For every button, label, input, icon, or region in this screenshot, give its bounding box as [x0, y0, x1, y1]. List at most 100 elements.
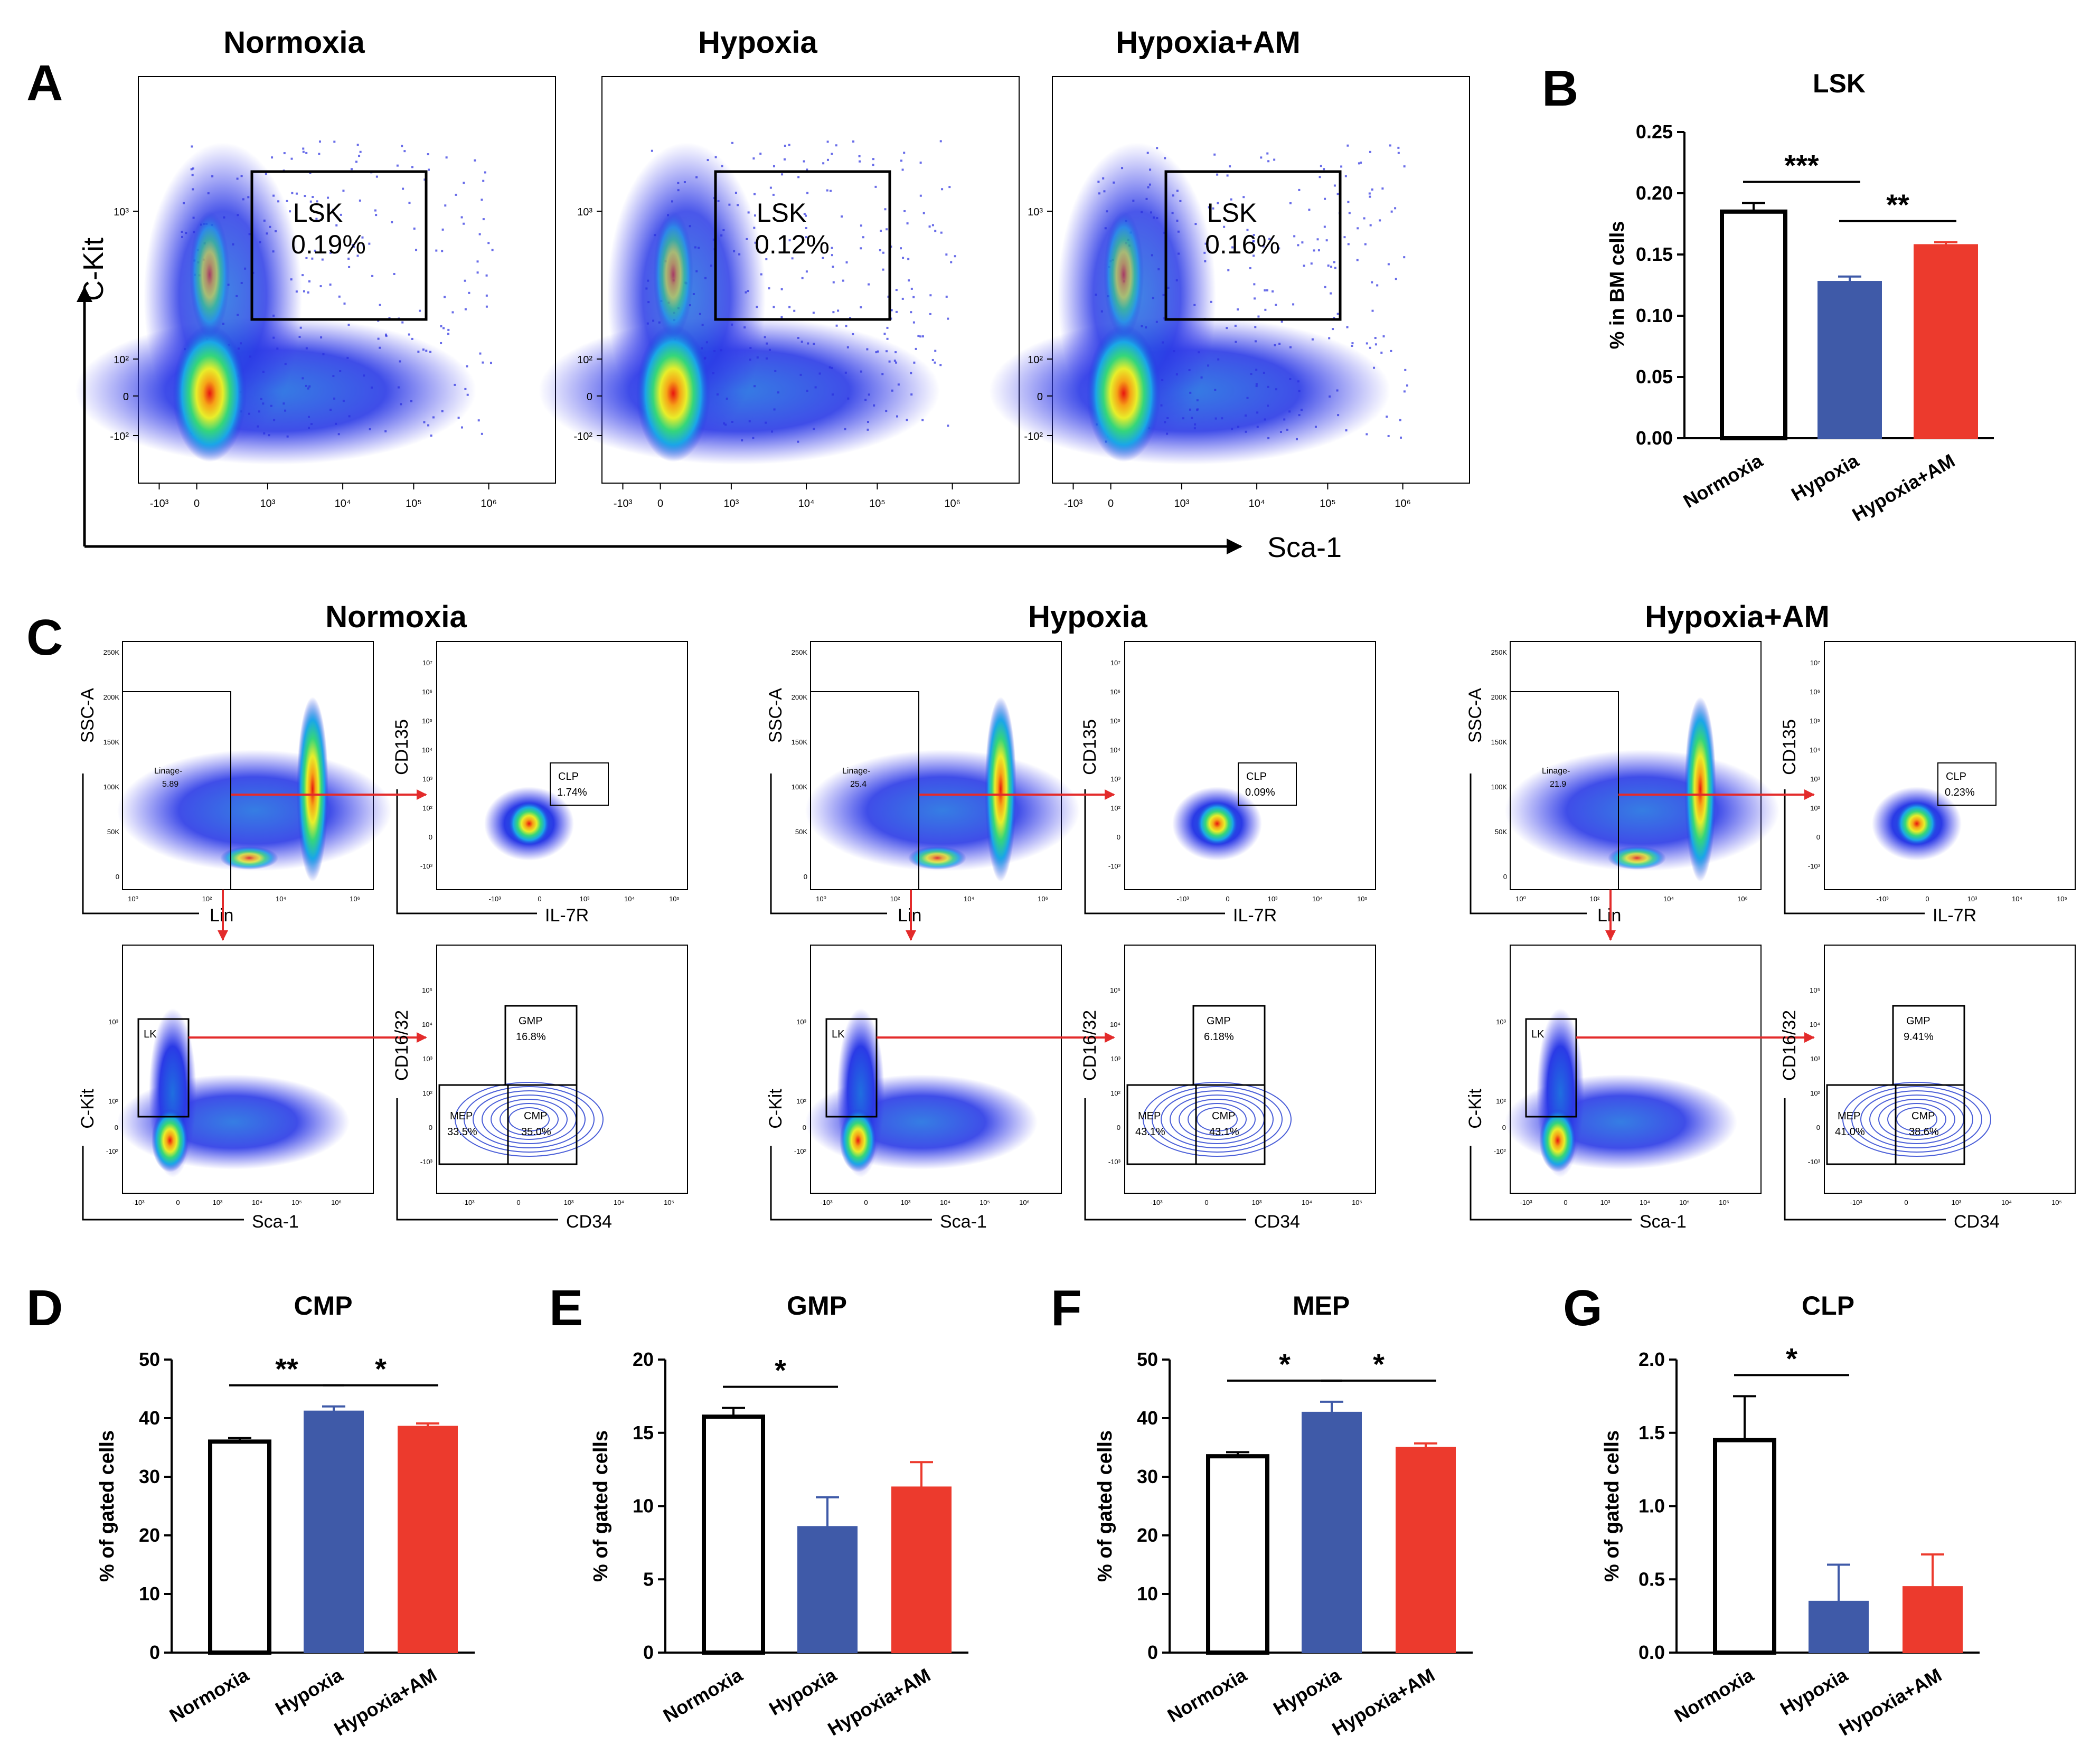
scatter-dot [476, 271, 479, 274]
scatter-dot [852, 333, 854, 335]
scatter-dot [286, 200, 288, 202]
scatter-dot [805, 270, 808, 273]
scatter-dot [272, 194, 275, 197]
scatter-dot [731, 142, 733, 144]
scatter-dot [249, 355, 252, 358]
scatter-dot [1160, 404, 1163, 407]
scatter-dot [423, 421, 426, 423]
sca1-axis-line [1470, 1146, 1632, 1221]
scatter-dot [356, 254, 359, 257]
scatter-dot [476, 260, 479, 263]
scatter-dot [1325, 239, 1328, 242]
scatter-dot [425, 350, 428, 352]
y-tick-label: 10 [1137, 1583, 1158, 1605]
y-axis-label: % in BM cells [1606, 221, 1628, 350]
scatter-dot [721, 165, 723, 167]
scatter-dot [397, 386, 400, 389]
scatter-dot [1311, 338, 1314, 341]
bar-chart-g: G CLP 0.0 0.5 1.0 1.5 2.0 % of gated cells Normo… [1563, 1280, 1980, 1740]
ssc-tick: 250K [103, 648, 120, 656]
scatter-dot [1216, 173, 1219, 176]
scatter-dot [1145, 197, 1148, 200]
scatter-dot [805, 214, 807, 217]
scatter-dot [1161, 379, 1164, 381]
scatter-dot [1319, 176, 1321, 178]
cd34-tick: 10⁴ [2001, 1199, 2012, 1206]
mep-gate-name: MEP [1838, 1110, 1860, 1122]
scatter-dot [934, 361, 936, 364]
scatter-dot [401, 145, 403, 147]
lin-axis-label: Lin [1597, 905, 1621, 926]
ckit-tick: -10² [794, 1147, 807, 1155]
cd135-axis-label: CD135 [1779, 719, 1800, 775]
scatter-dot [1289, 202, 1292, 204]
scatter-dot [768, 348, 771, 351]
il7r-cd135-plot [436, 641, 688, 890]
lsk-gate-value: 0.16% [1205, 230, 1280, 259]
scatter-dot [699, 313, 701, 315]
scatter-dot [1256, 411, 1259, 414]
ckit-axis-label: C-Kit [78, 1089, 98, 1129]
scatter-dot [906, 222, 909, 225]
scatter-dot [1132, 200, 1135, 202]
scatter-dot [806, 192, 809, 194]
gmp-gate-value: 9.41% [1904, 1031, 1934, 1043]
scatter-dot [912, 296, 915, 298]
y-tick-label: 0.15 [1636, 243, 1673, 265]
lsk-gate [714, 170, 891, 321]
scatter-dot [474, 159, 476, 162]
scatter-dot [753, 227, 756, 229]
gating-group-3: Hypoxia+AM Linage- 21.9 250K 200K 150K 100K 50K… [1465, 600, 2076, 1232]
scatter-dot [265, 173, 267, 175]
significance-label: * [1279, 1347, 1291, 1381]
scatter-dot [1308, 209, 1311, 211]
scatter-dot [1363, 217, 1366, 220]
scatter-dot [310, 423, 313, 426]
scatter-dot [232, 243, 234, 246]
significance-label: ** [275, 1352, 298, 1385]
scatter-dot [269, 225, 271, 228]
scatter-dot [444, 296, 446, 298]
scatter-dot [1376, 284, 1379, 287]
scatter-dot [295, 290, 298, 293]
scatter-dot [305, 152, 308, 154]
scatter-dot [182, 202, 185, 204]
scatter-dot [929, 294, 932, 297]
scatter-dot [258, 410, 260, 413]
scatter-dot [882, 251, 884, 254]
scatter-dot [737, 204, 739, 206]
il7r-tick: -10³ [1876, 895, 1889, 903]
scatter-dot [671, 200, 674, 203]
scatter-dot [734, 192, 737, 194]
scatter-dot [1151, 254, 1153, 257]
y-tick-label: 20 [1137, 1524, 1158, 1546]
scatter-dot [921, 419, 924, 421]
scatter-dot [1200, 376, 1203, 379]
clp-gate-name: CLP [1246, 771, 1267, 782]
lineage-gate-name: Linage- [154, 767, 182, 776]
scatter-dot [375, 214, 378, 216]
scatter-hotspot [508, 801, 550, 846]
scatter-dot [1175, 373, 1178, 376]
lin-tick: 10² [202, 895, 212, 903]
scatter-dot [1320, 165, 1322, 167]
chart-title: LSK [1813, 69, 1866, 98]
scatter-dot [1207, 364, 1210, 367]
scatter-dot [826, 140, 829, 143]
lineage-gate-name: Linage- [1542, 767, 1570, 776]
scatter-dot [311, 257, 314, 260]
scatter-dot [481, 432, 483, 435]
cd135-tick: 10⁵ [1810, 717, 1820, 725]
scatter-dot [746, 238, 748, 240]
scatter-dot [1273, 158, 1276, 161]
scatter-dot [886, 228, 888, 231]
bar-hypoxia [1809, 1600, 1869, 1653]
scatter-hotspot [297, 697, 328, 882]
cmp-gate [1195, 1084, 1266, 1165]
scatter-dot [846, 346, 849, 348]
panel-c-group: C Normoxia Linage- 5.89 250K 200K 150K 100K 50K 0… [26, 600, 2076, 1232]
scatter-dot [1246, 229, 1249, 231]
sca1-tick: 10³ [901, 1199, 911, 1206]
cd34-axis-label: CD34 [1254, 1212, 1300, 1232]
scatter-dot [780, 316, 783, 318]
